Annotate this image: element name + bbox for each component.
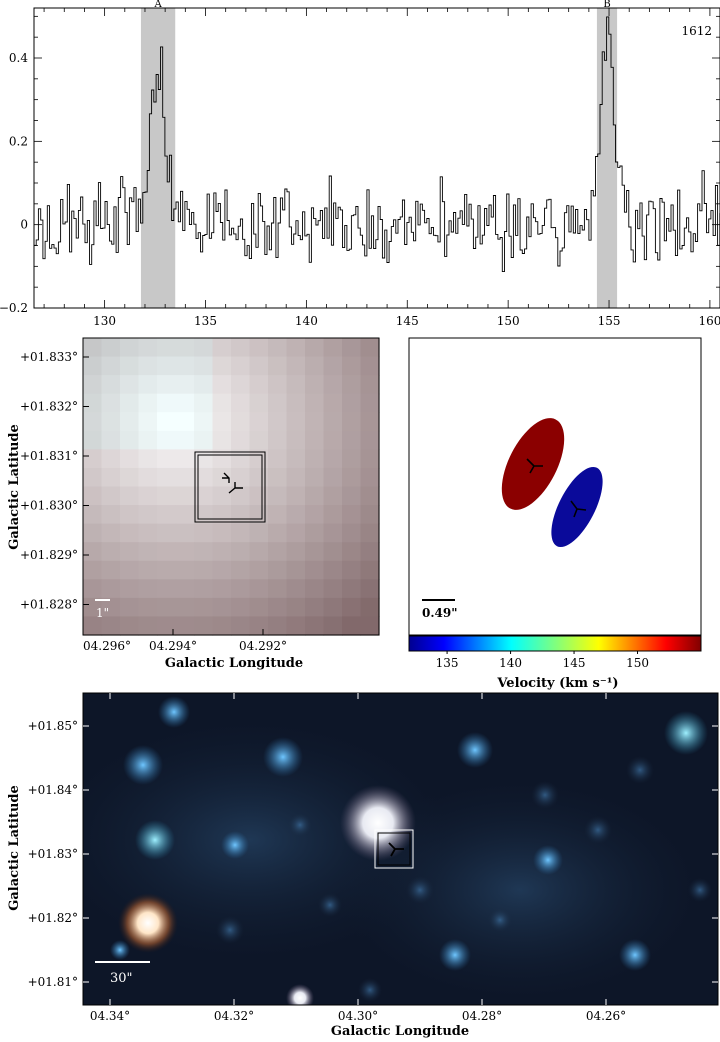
x-tick-label: 130 (93, 314, 116, 328)
wide-star-field (83, 696, 712, 1005)
wide-xtick-label: 04.30° (338, 1009, 378, 1023)
zoom-xtick-label: 04.294° (149, 639, 197, 653)
x-tick-label: 135 (194, 314, 217, 328)
ellipse-a (551, 466, 603, 548)
zoom-xtick-label: 04.292° (239, 639, 287, 653)
velocity-map-panel: 0.49" 135 140 145 150 Velocity (km s⁻¹) (408, 337, 702, 691)
zoom-ytick-label: +01.832° (20, 400, 78, 414)
zoom-ytick-label: +01.830° (20, 499, 78, 513)
zoom-source-box (194, 451, 266, 523)
velocity-frame (408, 337, 702, 636)
wide-xlabel: Galactic Longitude (331, 1024, 469, 1039)
spectrum-line (34, 16, 720, 273)
spectrum-frame (33, 7, 720, 309)
zoom-ylabel: Galactic Latitude (7, 424, 22, 550)
spectrum-field-label: 1612 (681, 24, 712, 38)
colorbar-tick-label: 140 (499, 656, 522, 670)
x-tick-label: 150 (497, 314, 520, 328)
wide-ytick-label: +01.83° (28, 847, 78, 861)
velocity-scalebar-label: 0.49" (422, 606, 457, 620)
zoom-xtick-label: 04.296° (83, 639, 131, 653)
y-tick-label: 0.4 (9, 51, 28, 65)
zoom-scalebar-label: 1" (96, 606, 109, 620)
colorbar (408, 635, 702, 652)
wide-frame (82, 692, 719, 1006)
wide-xtick-label: 04.34° (90, 1009, 130, 1023)
wide-xtick-label: 04.32° (214, 1009, 254, 1023)
maser-marker-icon (388, 842, 404, 857)
spectrum-chart: A B 130 135 140 145 150 155 160 −0.2 0 0.2 0.4 1612 (0, 0, 720, 328)
zoom-ytick-label: +01.828° (20, 598, 78, 612)
zoom-xlabel: Galactic Longitude (165, 656, 303, 671)
wide-ylabel: Galactic Latitude (7, 785, 22, 911)
zoom-ytick-label: +01.833° (20, 350, 78, 364)
y-tick-label: −0.2 (0, 301, 28, 315)
colorbar-tick-label: 150 (626, 656, 649, 670)
x-tick-label: 140 (295, 314, 318, 328)
wide-scalebar-label: 30" (110, 971, 133, 986)
zoom-image-panel: 1" +01.833° +01.832° +01.831° +01.830° +01.8… (7, 337, 380, 671)
zoom-frame (82, 337, 380, 636)
colorbar-tick-label: 135 (436, 656, 459, 670)
wide-scalebar: 30" (95, 961, 150, 986)
x-tick-label: 160 (698, 314, 720, 328)
region-a (140, 8, 176, 308)
maser-marker-icon (526, 458, 587, 518)
velocity-scalebar: 0.49" (422, 599, 457, 620)
zoom-pixel-grid (83, 338, 380, 636)
wide-ytick-label: +01.81° (28, 975, 78, 989)
zoom-scalebar: 1" (95, 599, 110, 620)
x-tick-label: 155 (598, 314, 621, 328)
y-tick-label: 0.2 (9, 134, 28, 148)
colorbar-tick-label: 145 (563, 656, 586, 670)
colorbar-label: Velocity (km s⁻¹) (496, 676, 618, 691)
wide-xtick-label: 04.26° (586, 1009, 626, 1023)
zoom-ytick-label: +01.829° (20, 548, 78, 562)
wide-ytick-label: +01.84° (28, 783, 78, 797)
wide-ytick-label: +01.82° (28, 911, 78, 925)
x-tick-label: 145 (396, 314, 419, 328)
maser-marker-icon (222, 472, 243, 494)
region-label-a: A (153, 0, 162, 10)
wide-source-box (374, 829, 414, 869)
y-tick-label: 0 (20, 218, 28, 232)
zoom-ytick-label: +01.831° (20, 449, 78, 463)
wide-xtick-label: 04.28° (462, 1009, 502, 1023)
region-label-b: B (603, 0, 610, 10)
wide-ytick-label: +01.85° (28, 719, 78, 733)
wide-image-panel: 30" +01.85°+01.84°+01.83°+01.82°+01.81° … (7, 692, 719, 1039)
